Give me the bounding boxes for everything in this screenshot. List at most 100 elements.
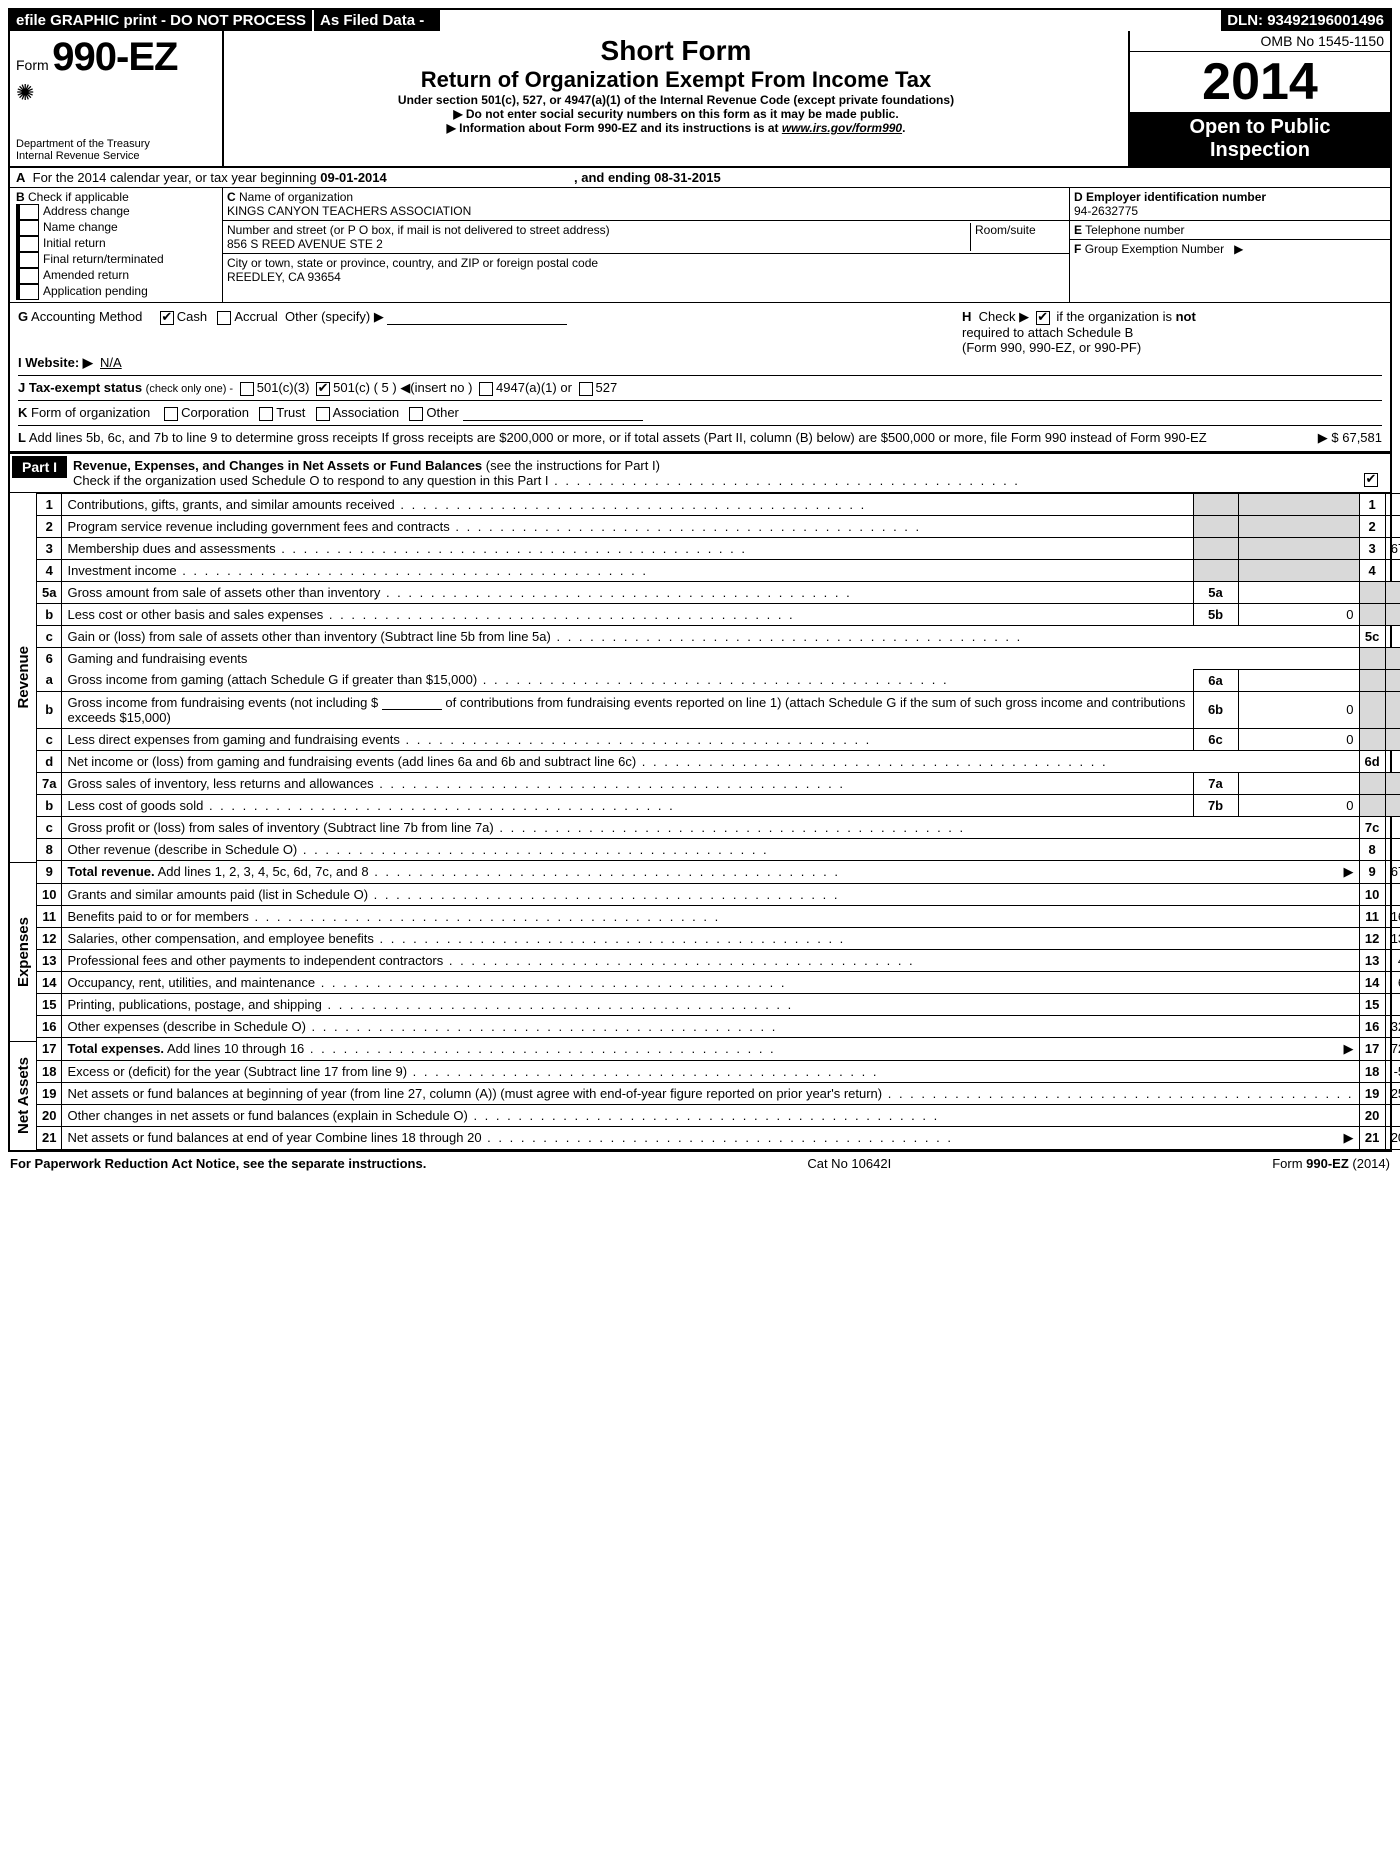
letter-H: H — [962, 309, 971, 324]
n-6d: d — [37, 750, 62, 772]
chk-application-pending[interactable] — [16, 284, 39, 300]
n-14: 14 — [37, 971, 62, 993]
letter-J: J — [18, 380, 25, 395]
t-12: Salaries, other compensation, and employ… — [67, 931, 1353, 946]
H-box: H Check ▶ if the organization is not req… — [952, 309, 1382, 355]
B-1: Name change — [43, 220, 118, 234]
dept-2: Internal Revenue Service — [16, 150, 150, 162]
t-11: Benefits paid to or for members — [67, 909, 1353, 924]
chk-name-change[interactable] — [16, 220, 39, 236]
H-post: if the organization is — [1056, 309, 1175, 324]
letter-G: G — [18, 309, 28, 324]
rn-6d: 6d — [1359, 750, 1385, 772]
chk-corp[interactable] — [164, 407, 178, 421]
row-7c: c Gross profit or (loss) from sales of i… — [37, 816, 1400, 838]
chk-501c3[interactable] — [240, 382, 254, 396]
tax-year: 2014 — [1130, 52, 1390, 112]
topbar-spacer — [442, 10, 1221, 31]
t-5b: Less cost or other basis and sales expen… — [67, 607, 1187, 622]
chk-cash[interactable] — [160, 311, 174, 325]
row-7b: b Less cost of goods sold 7b 0 — [37, 794, 1400, 816]
row-19: 19Net assets or fund balances at beginni… — [37, 1082, 1400, 1104]
a-10 — [1385, 883, 1400, 905]
a-16: 32,649 — [1385, 1015, 1400, 1037]
arrow-17: ▶ — [1344, 1041, 1354, 1057]
chk-accrual[interactable] — [217, 311, 231, 325]
row-5a: 5a Gross amount from sale of assets othe… — [37, 581, 1400, 603]
letter-A: A — [16, 170, 25, 185]
a-11: 16,050 — [1385, 905, 1400, 927]
A-begin: 09-01-2014 — [320, 170, 387, 185]
omb-number: OMB No 1545-1150 — [1130, 31, 1390, 52]
lines-wrapper: Revenue Expenses Net Assets 1 Contributi… — [10, 493, 1390, 1150]
chk-schedO[interactable] — [1364, 473, 1378, 487]
chk-amended-return[interactable] — [16, 268, 39, 284]
G-other-blank[interactable] — [387, 310, 567, 325]
rn-11: 11 — [1359, 905, 1385, 927]
B-5: Application pending — [43, 284, 148, 298]
chk-527[interactable] — [579, 382, 593, 396]
warn-2: ▶ Information about Form 990-EZ and its … — [230, 121, 1122, 135]
H-text2: required to attach Schedule B — [962, 325, 1133, 340]
side-expenses: Expenses — [15, 917, 32, 987]
open-to-public: Open to Public Inspection — [1130, 112, 1390, 166]
chk-final-return[interactable] — [16, 252, 39, 268]
dept-1: Department of the Treasury — [16, 138, 150, 150]
F-arrow: ▶ — [1234, 242, 1243, 256]
chk-H[interactable] — [1036, 311, 1050, 325]
header-left: Form 990-EZ ✺ Department of the Treasury… — [10, 31, 224, 166]
row-21: 21 Net assets or fund balances at end of… — [37, 1126, 1400, 1149]
G-accrual: Accrual — [234, 309, 277, 324]
rn-8: 8 — [1359, 838, 1385, 860]
A-end: 08-31-2015 — [654, 170, 721, 185]
n-5b: b — [37, 603, 62, 625]
J-o4: 527 — [596, 380, 618, 395]
line-A: A For the 2014 calendar year, or tax yea… — [10, 168, 1390, 188]
blank-6b[interactable] — [382, 695, 442, 710]
row-20: 20Other changes in net assets or fund ba… — [37, 1104, 1400, 1126]
t-18: Excess or (deficit) for the year (Subtra… — [67, 1064, 1353, 1079]
K-label: Form of organization — [31, 405, 150, 420]
a-5c — [1385, 625, 1400, 647]
row-8: 8 Other revenue (describe in Schedule O)… — [37, 838, 1400, 860]
B-3: Final return/terminated — [43, 252, 164, 266]
n-21: 21 — [37, 1126, 62, 1149]
in-6a: 6a — [1193, 669, 1238, 691]
chk-trust[interactable] — [259, 407, 273, 421]
row-6a: a Gross income from gaming (attach Sched… — [37, 669, 1400, 691]
n-17: 17 — [37, 1037, 62, 1060]
warn-2-pre: ▶ Information about Form 990-EZ and its … — [447, 121, 782, 135]
chk-other[interactable] — [409, 407, 423, 421]
t-1: Contributions, gifts, grants, and simila… — [67, 497, 1187, 512]
header-mid: Short Form Return of Organization Exempt… — [224, 31, 1128, 166]
row-6b: b Gross income from fundraising events (… — [37, 691, 1400, 728]
top-bar: efile GRAPHIC print - DO NOT PROCESS As … — [10, 10, 1390, 31]
a-2 — [1385, 515, 1400, 537]
a-1 — [1385, 493, 1400, 515]
A-pre: For the 2014 calendar year, or tax year … — [33, 170, 321, 185]
chk-4947[interactable] — [479, 382, 493, 396]
K-other-blank[interactable] — [463, 406, 643, 421]
t-21: Net assets or fund balances at end of ye… — [67, 1130, 953, 1145]
C-street-label: Number and street (or P O box, if mail i… — [227, 223, 610, 237]
t-5c: Gain or (loss) from sale of assets other… — [67, 629, 1353, 644]
row-10: 10Grants and similar amounts paid (list … — [37, 883, 1400, 905]
irs-link[interactable]: www.irs.gov/form990 — [782, 121, 902, 135]
chk-address-change[interactable] — [16, 204, 39, 220]
J-o2: 501(c) ( 5 ) ◀(insert no ) — [333, 380, 472, 395]
chk-assoc[interactable] — [316, 407, 330, 421]
letter-F: F — [1074, 242, 1081, 256]
n-6: 6 — [37, 647, 62, 669]
rn-21: 21 — [1359, 1126, 1385, 1149]
chk-501c[interactable] — [316, 382, 330, 396]
chk-initial-return[interactable] — [16, 236, 39, 252]
a-20 — [1385, 1104, 1400, 1126]
n-16: 16 — [37, 1015, 62, 1037]
row-5b: b Less cost or other basis and sales exp… — [37, 603, 1400, 625]
t-8: Other revenue (describe in Schedule O) — [67, 842, 1353, 857]
t2-9: Add lines 1, 2, 3, 4, 5c, 6d, 7c, and 8 — [158, 864, 840, 879]
row-18: 18Excess or (deficit) for the year (Subt… — [37, 1060, 1400, 1082]
row-6: 6 Gaming and fundraising events — [37, 647, 1400, 669]
t-2: Program service revenue including govern… — [67, 519, 1187, 534]
in-7b: 7b — [1193, 794, 1238, 816]
